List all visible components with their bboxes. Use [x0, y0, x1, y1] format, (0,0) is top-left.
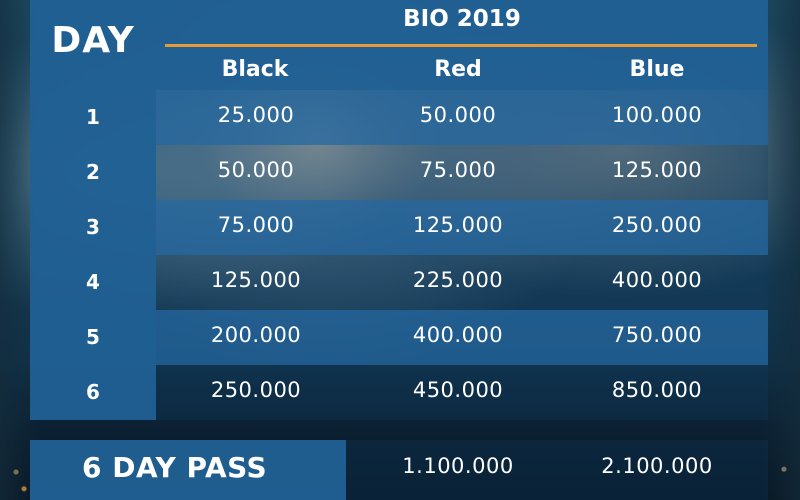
- pass-price-blue: 2.100.000: [601, 454, 713, 478]
- price-day5-blue: 750.000: [611, 323, 703, 347]
- day-column-header: DAY: [51, 20, 135, 61]
- tier-header-black: Black: [221, 57, 289, 82]
- pass-label-panel: [30, 440, 346, 500]
- day-number-4: 4: [86, 270, 100, 294]
- price-day3-black: 75.000: [217, 213, 295, 237]
- price-day2-black: 50.000: [217, 158, 295, 182]
- price-day1-black: 25.000: [217, 103, 295, 127]
- day-number-5: 5: [86, 325, 100, 349]
- six-day-pass-label: 6 DAY PASS: [82, 451, 268, 484]
- row-band-3: [156, 200, 768, 255]
- price-day6-blue: 850.000: [611, 378, 703, 402]
- day-number-1: 1: [86, 105, 100, 129]
- row-band-6: [156, 365, 768, 420]
- price-day3-blue: 250.000: [611, 213, 703, 237]
- row-band-1: [156, 90, 768, 145]
- row-band-4: [156, 255, 768, 310]
- row-band-2: [156, 145, 768, 200]
- price-day6-black: 250.000: [210, 378, 302, 402]
- day-number-3: 3: [86, 215, 100, 239]
- pass-price-red: 1.100.000: [402, 454, 514, 478]
- pass-price-strip: [346, 440, 768, 500]
- price-day4-red: 225.000: [412, 268, 504, 292]
- price-day2-red: 75.000: [419, 158, 497, 182]
- price-day4-black: 125.000: [210, 268, 302, 292]
- price-day5-red: 400.000: [412, 323, 504, 347]
- event-title: BIO 2019: [403, 6, 521, 32]
- price-day1-red: 50.000: [419, 103, 497, 127]
- day-number-2: 2: [86, 160, 100, 184]
- day-number-6: 6: [86, 380, 100, 404]
- day-column-panel: [30, 0, 156, 420]
- price-day3-red: 125.000: [412, 213, 504, 237]
- price-day6-red: 450.000: [412, 378, 504, 402]
- price-day5-black: 200.000: [210, 323, 302, 347]
- price-day4-blue: 400.000: [611, 268, 703, 292]
- title-underline: [165, 44, 757, 47]
- price-day1-blue: 100.000: [611, 103, 703, 127]
- row-band-5: [156, 310, 768, 365]
- price-day2-blue: 125.000: [611, 158, 703, 182]
- tier-header-red: Red: [434, 57, 482, 82]
- tier-header-blue: Blue: [629, 57, 685, 82]
